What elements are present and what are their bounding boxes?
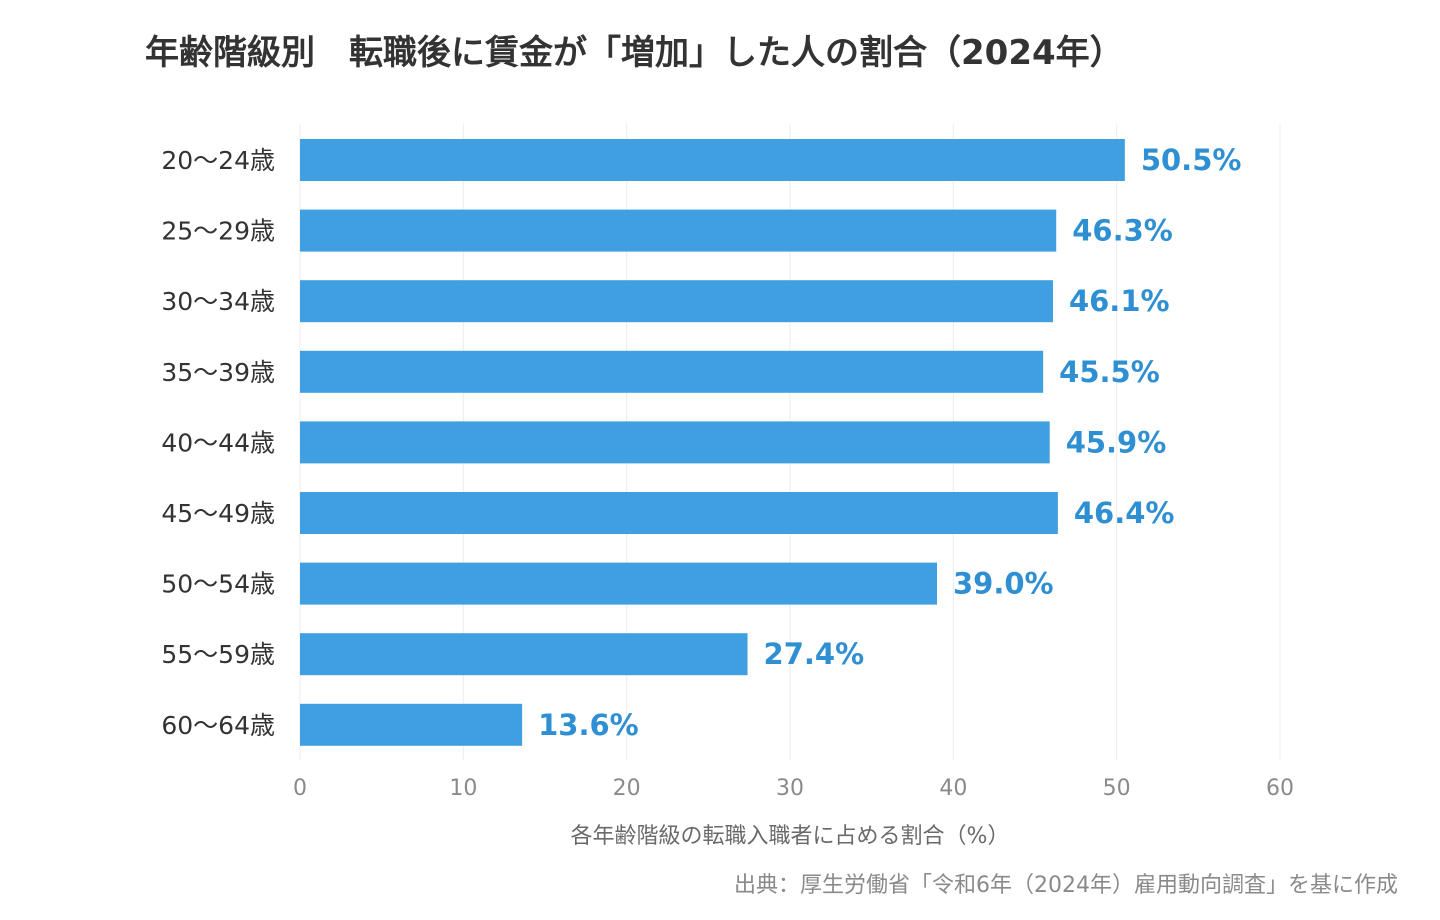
- bar: [300, 350, 1044, 393]
- category-label: 40〜44歳: [161, 428, 275, 457]
- bar: [300, 209, 1057, 252]
- bar: [300, 562, 937, 605]
- x-tick-label: 20: [613, 776, 641, 801]
- x-tick-label: 10: [449, 776, 477, 801]
- category-label: 45〜49歳: [161, 499, 275, 528]
- category-label: 30〜34歳: [161, 287, 275, 316]
- value-label: 39.0%: [953, 567, 1054, 601]
- source-note: 出典：厚生労働省「令和6年（2024年）雇用動向調査」を基に作成: [734, 873, 1398, 898]
- category-label: 60〜64歳: [161, 711, 275, 740]
- x-axis-title: 各年齢階級の転職入職者に占める割合（%）: [571, 824, 1010, 849]
- x-axis-ticks: 0 10 20 30 40 50 60: [293, 776, 1294, 801]
- x-tick-label: 40: [939, 776, 967, 801]
- bar: [300, 280, 1053, 323]
- bar: [300, 421, 1050, 464]
- bars: [300, 139, 1125, 746]
- value-label: 45.5%: [1059, 355, 1160, 389]
- value-label: 13.6%: [538, 708, 639, 742]
- x-tick-label: 0: [293, 776, 307, 801]
- value-label: 27.4%: [764, 637, 865, 671]
- x-tick-label: 50: [1103, 776, 1131, 801]
- value-label: 46.1%: [1069, 284, 1170, 318]
- category-label: 25〜29歳: [161, 217, 275, 246]
- value-label: 46.3%: [1072, 214, 1173, 248]
- bar: [300, 703, 523, 746]
- value-label: 45.9%: [1066, 425, 1167, 459]
- bar: [300, 633, 748, 676]
- value-label: 46.4%: [1074, 496, 1175, 530]
- chart-title: 年齢階級別 転職後に賃金が「増加」した人の割合（2024年）: [145, 33, 1124, 73]
- value-labels: 50.5% 46.3% 46.1% 45.5% 45.9% 46.4% 39.0% 27.4%…: [538, 143, 1241, 742]
- bar: [300, 139, 1125, 181]
- category-label: 35〜39歳: [161, 358, 275, 387]
- category-label: 20〜24歳: [161, 146, 275, 175]
- bar: [300, 492, 1058, 534]
- category-labels: 20〜24歳 25〜29歳 30〜34歳 35〜39歳 40〜44歳 45〜49歳 50〜5…: [161, 146, 275, 740]
- category-label: 50〜54歳: [161, 570, 275, 599]
- x-tick-label: 60: [1266, 776, 1294, 801]
- category-label: 55〜59歳: [161, 640, 275, 669]
- x-tick-label: 30: [776, 776, 804, 801]
- value-label: 50.5%: [1141, 143, 1242, 177]
